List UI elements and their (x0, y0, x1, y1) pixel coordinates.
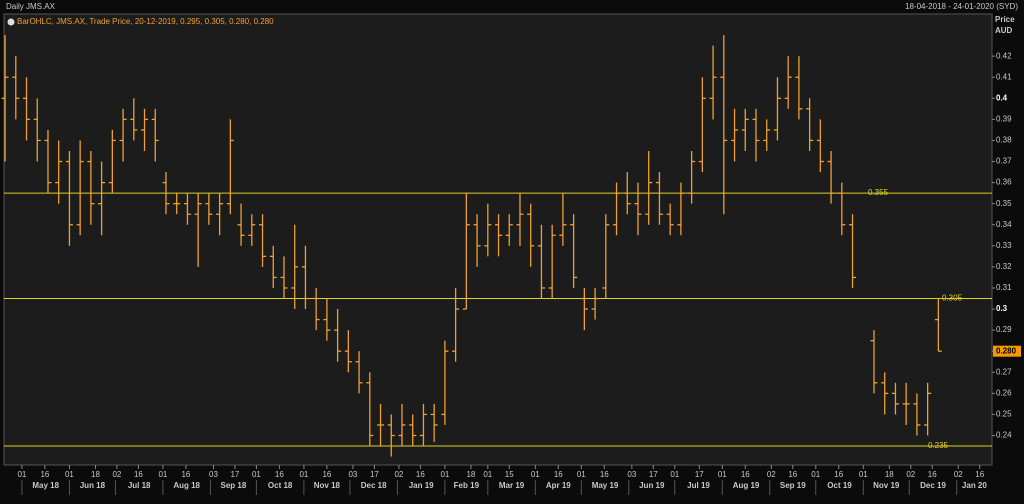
y-tick-label: 0.36 (996, 178, 1012, 187)
y-tick-label: 0.25 (996, 410, 1012, 419)
month-label: Jan 19 (409, 481, 434, 490)
x-tick-label: 01 (670, 470, 679, 479)
x-tick-label: 01 (65, 470, 74, 479)
x-tick-label: 01 (531, 470, 540, 479)
y-tick-label: 0.32 (996, 262, 1012, 271)
y-tick-label: 0.29 (996, 325, 1012, 334)
x-tick-label: 01 (440, 470, 449, 479)
month-label: Nov 19 (873, 481, 900, 490)
x-tick-label: 16 (181, 470, 190, 479)
month-label: Jun 19 (639, 481, 665, 490)
x-tick-label: 02 (906, 470, 915, 479)
x-tick-label: 18 (91, 470, 100, 479)
y-axis-label: Price (995, 15, 1015, 24)
x-tick-label: 17 (695, 470, 704, 479)
x-tick-label: 03 (627, 470, 636, 479)
x-tick-label: 01 (859, 470, 868, 479)
month-label: May 19 (592, 481, 619, 490)
x-tick-label: 16 (834, 470, 843, 479)
month-label: Aug 19 (733, 481, 760, 490)
y-axis-unit: AUD (995, 26, 1013, 35)
x-tick-label: 16 (416, 470, 425, 479)
x-tick-label: 01 (158, 470, 167, 479)
x-tick-label: 16 (788, 470, 797, 479)
x-tick-label: 16 (741, 470, 750, 479)
legend-text: BarOHLC, JMS.AX, Trade Price, 20-12-2019… (17, 17, 274, 26)
x-tick-label: 16 (975, 470, 984, 479)
level-label: 0.305 (942, 294, 963, 303)
x-tick-label: 16 (554, 470, 563, 479)
x-tick-label: 01 (299, 470, 308, 479)
x-tick-label: 16 (40, 470, 49, 479)
x-tick-label: 16 (600, 470, 609, 479)
x-tick-label: 02 (767, 470, 776, 479)
x-tick-label: 17 (370, 470, 379, 479)
last-price-label: 0.280 (996, 346, 1017, 355)
y-tick-label: 0.35 (996, 199, 1012, 208)
x-tick-label: 01 (483, 470, 492, 479)
chart-title: Daily JMS.AX (6, 2, 56, 11)
x-tick-label: 16 (275, 470, 284, 479)
x-tick-label: 03 (348, 470, 357, 479)
x-tick-label: 02 (394, 470, 403, 479)
level-label: 0.355 (868, 188, 889, 197)
y-tick-label: 0.41 (996, 72, 1012, 81)
y-tick-label: 0.33 (996, 241, 1012, 250)
y-tick-label: 0.4 (996, 93, 1008, 102)
x-tick-label: 01 (17, 470, 26, 479)
month-label: Jan 20 (962, 481, 987, 490)
month-label: Jun 18 (80, 481, 106, 490)
y-tick-label: 0.39 (996, 114, 1012, 123)
x-tick-label: 15 (505, 470, 514, 479)
x-tick-label: 01 (811, 470, 820, 479)
y-tick-label: 0.38 (996, 136, 1012, 145)
y-tick-label: 0.27 (996, 367, 1012, 376)
y-tick-label: 0.3 (996, 304, 1008, 313)
x-tick-label: 02 (954, 470, 963, 479)
month-label: Feb 19 (454, 481, 480, 490)
month-label: Oct 19 (827, 481, 852, 490)
x-tick-label: 17 (230, 470, 239, 479)
x-tick-label: 18 (885, 470, 894, 479)
x-tick-label: 02 (112, 470, 121, 479)
x-tick-label: 16 (928, 470, 937, 479)
y-tick-label: 0.26 (996, 388, 1012, 397)
month-label: Sep 19 (780, 481, 806, 490)
month-label: Jul 18 (128, 481, 151, 490)
y-tick-label: 0.24 (996, 431, 1012, 440)
legend-icon (7, 18, 15, 26)
month-label: Oct 18 (268, 481, 293, 490)
month-label: Sep 18 (221, 481, 247, 490)
x-tick-label: 17 (649, 470, 658, 479)
x-tick-label: 01 (577, 470, 586, 479)
month-label: Aug 18 (173, 481, 200, 490)
x-tick-label: 01 (252, 470, 261, 479)
last-price-tag (993, 345, 1021, 357)
month-label: Dec 18 (361, 481, 387, 490)
date-range: 18-04-2018 - 24-01-2020 (SYD) (905, 2, 1018, 11)
month-label: Apr 19 (546, 481, 571, 490)
y-tick-label: 0.34 (996, 220, 1012, 229)
x-tick-label: 03 (209, 470, 218, 479)
month-label: Mar 19 (499, 481, 525, 490)
level-label: 0.235 (928, 441, 949, 450)
month-label: May 18 (32, 481, 59, 490)
month-label: Dec 19 (920, 481, 946, 490)
y-tick-label: 0.31 (996, 283, 1012, 292)
month-label: Nov 18 (314, 481, 341, 490)
x-tick-label: 18 (466, 470, 475, 479)
month-label: Jul 19 (687, 481, 710, 490)
x-tick-label: 16 (134, 470, 143, 479)
x-tick-label: 16 (322, 470, 331, 479)
x-tick-label: 01 (718, 470, 727, 479)
y-tick-label: 0.42 (996, 51, 1012, 60)
y-tick-label: 0.37 (996, 157, 1012, 166)
